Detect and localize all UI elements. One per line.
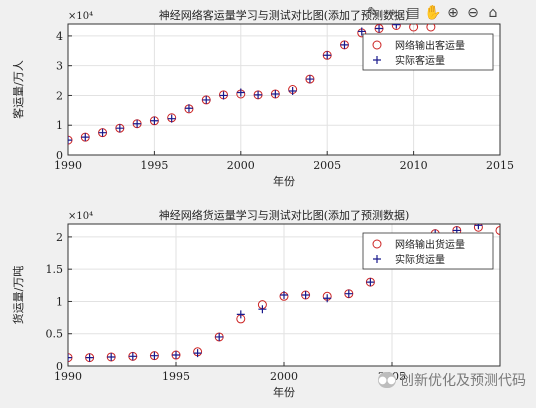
- chart-title: 神经网络客运量学习与测试对比图(添加了预测数据): [159, 8, 410, 22]
- legend-box: [362, 33, 494, 71]
- data-point-plus: [474, 224, 483, 230]
- plot-frame: [67, 23, 501, 156]
- data-point-plus: [98, 128, 107, 137]
- y-exponent-label: ×10⁴: [68, 211, 93, 222]
- data-point-circle: [518, 226, 526, 234]
- legend-box: [362, 232, 494, 270]
- data-point-plus: [193, 349, 202, 358]
- y-axis-label: 货运量/万吨: [11, 266, 25, 325]
- x-tick-label: 1995: [140, 159, 168, 172]
- figure-toolbar: ✎ ⌖ ▤ ✋ ⊕ ⊖ ⌂: [364, 2, 502, 24]
- data-point-plus: [271, 89, 280, 98]
- data-tip-icon[interactable]: ⌖: [389, 5, 397, 21]
- data-point-plus: [107, 352, 116, 361]
- y-tick-label: 3: [56, 60, 63, 73]
- data-point-plus: [184, 104, 193, 113]
- data-point-plus: [392, 24, 401, 29]
- data-point-plus: [219, 91, 228, 100]
- x-tick-label: 1995: [162, 370, 190, 383]
- x-axis-label: 年份: [273, 174, 295, 188]
- data-point-plus: [215, 332, 224, 341]
- data-point-plus: [375, 24, 384, 33]
- y-tick-label: 2: [56, 89, 63, 102]
- x-tick-label: 1990: [54, 159, 82, 172]
- legend-marker-circle: [372, 239, 382, 249]
- y-tick-label: 1.5: [46, 263, 64, 276]
- chart-title: 神经网络货运量学习与测试对比图(添加了预测数据): [159, 208, 410, 222]
- data-point-plus: [357, 27, 366, 36]
- chart-panel-1: 1990 1995 2000 2005 2010 2015 0 1 2 3 4 神经网络客运量学习与测…: [11, 8, 514, 188]
- y-axis-label: 客运量/万人: [11, 60, 25, 119]
- x-axis-label: 年份: [273, 385, 295, 399]
- data-point-plus: [288, 86, 297, 95]
- data-point-plus: [202, 95, 211, 104]
- data-point-plus: [344, 289, 353, 298]
- data-point-circle: [409, 24, 419, 32]
- legend-marker-circle: [372, 40, 382, 50]
- y-tick-label: 1: [56, 295, 63, 308]
- data-point-circle: [473, 224, 483, 232]
- data-point-plus: [366, 278, 375, 287]
- brush-icon[interactable]: ✎: [367, 5, 379, 21]
- data-point-plus: [323, 294, 332, 303]
- legend-marker-plus: [373, 56, 381, 64]
- data-point-plus: [280, 291, 288, 299]
- legend-label: 网络输出客运量: [395, 39, 465, 52]
- data-point-plus: [301, 291, 310, 299]
- zoom-in-icon[interactable]: ⊕: [447, 5, 459, 21]
- legend-label: 实际客运量: [395, 54, 445, 67]
- wechat-logo-icon: ●●: [378, 372, 396, 388]
- y-exponent-label: ×10⁴: [68, 11, 93, 22]
- data-point-plus: [172, 351, 180, 360]
- watermark: ●● 创新优化及预测代码: [378, 370, 526, 390]
- series-2: [68, 24, 401, 145]
- home-icon[interactable]: ⌂: [488, 5, 498, 21]
- x-tick-label: 2015: [486, 159, 514, 172]
- data-point-plus: [85, 353, 94, 362]
- x-tick-label: 2000: [227, 159, 255, 172]
- data-point-circle: [426, 24, 436, 32]
- data-point-plus: [167, 114, 176, 123]
- data-point-plus: [150, 351, 159, 360]
- y-tick-label: 0: [56, 149, 63, 162]
- y-tick-label: 0.5: [46, 328, 64, 341]
- legend-marker-plus: [373, 255, 381, 263]
- data-point-plus: [68, 353, 72, 362]
- data-point-plus: [133, 119, 142, 128]
- x-tick-label: 2005: [313, 159, 341, 172]
- x-tick-label: 2010: [400, 159, 428, 172]
- data-point-plus: [236, 310, 245, 319]
- data-point-circle: [495, 225, 500, 235]
- data-point-plus: [150, 116, 159, 125]
- y-tick-label: 1: [56, 119, 63, 132]
- data-point-plus: [115, 124, 124, 133]
- x-tick-label: 2000: [270, 370, 298, 383]
- y-tick-label: 4: [56, 30, 63, 43]
- data-point-plus: [68, 136, 72, 145]
- watermark-text: 创新优化及预测代码: [400, 373, 526, 389]
- pan-icon[interactable]: ✋: [424, 5, 442, 21]
- data-point-plus: [340, 40, 349, 49]
- legend-icon[interactable]: ▤: [406, 5, 420, 21]
- data-point-plus: [254, 90, 263, 99]
- data-point-plus: [323, 51, 332, 60]
- legend-label: 网络输出货运量: [395, 238, 465, 251]
- data-point-plus: [81, 133, 90, 142]
- legend-label: 实际货运量: [395, 253, 445, 266]
- data-point-plus: [305, 75, 314, 84]
- chart-panel-2: 199019952000200500.511.52神经网络货运量学习与测试对比图…: [11, 208, 526, 399]
- data-point-circle: [391, 24, 401, 30]
- data-point-plus: [236, 88, 245, 97]
- plot-frame: [67, 223, 501, 367]
- y-tick-label: 0: [56, 360, 63, 373]
- data-point-plus: [128, 352, 137, 361]
- data-point-plus: [258, 305, 267, 314]
- zoom-out-icon[interactable]: ⊖: [467, 5, 479, 21]
- x-tick-label: 1990: [54, 370, 82, 383]
- y-tick-label: 2: [56, 231, 63, 244]
- data-marks: [68, 24, 436, 145]
